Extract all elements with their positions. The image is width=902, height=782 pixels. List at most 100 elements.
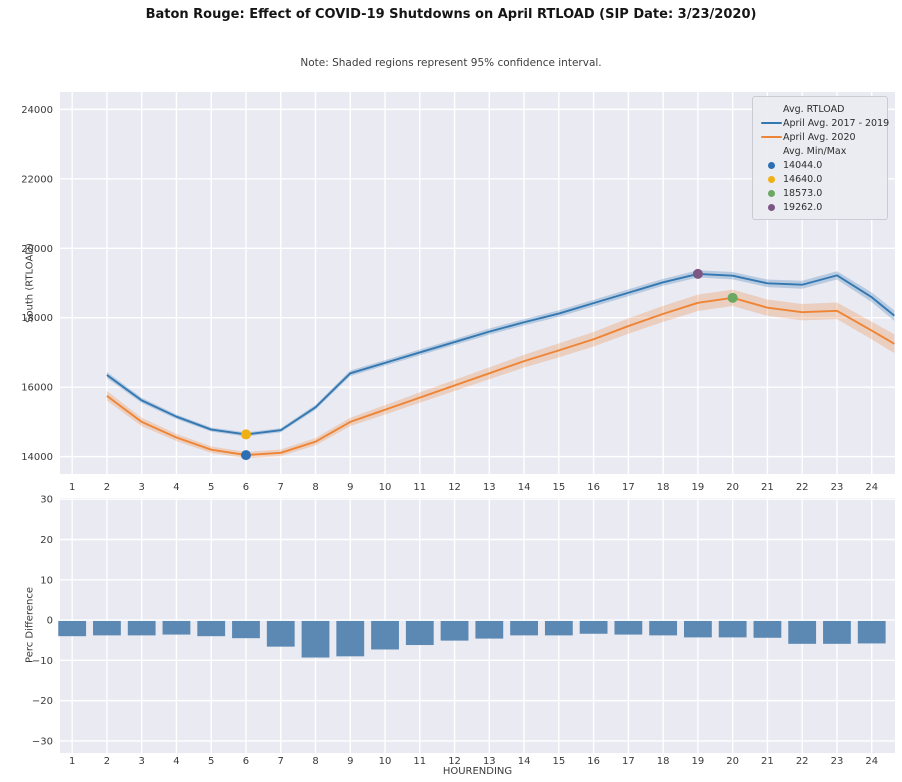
top-ytick-label: 14000 (21, 452, 53, 463)
bar-hour-24 (857, 620, 886, 644)
top-xtick-label: 5 (208, 482, 214, 493)
legend-dot-swatch (759, 175, 783, 183)
bottom-ytick-label: −30 (32, 736, 53, 747)
top-xtick-label: 16 (587, 482, 600, 493)
top-xtick-label: 10 (379, 482, 392, 493)
legend-item-april-avg-2017-2019: April Avg. 2017 - 2019 (759, 116, 889, 130)
legend: Avg. RTLOAD April Avg. 2017 - 2019 April A… (752, 96, 889, 220)
bar-hour-15 (544, 620, 573, 636)
bar-hour-2 (93, 620, 121, 636)
bar-hour-13 (475, 620, 504, 639)
legend-item-14044-0: 14044.0 (759, 158, 881, 172)
top-xtick-label: 4 (173, 482, 179, 493)
line-april-avg-2020 (106, 296, 895, 457)
bottom-xtick-label: 11 (413, 756, 426, 767)
top-xtick-label: 19 (692, 482, 705, 493)
bottom-xtick-label: 18 (657, 756, 670, 767)
bottom-xtick-label: 16 (587, 756, 600, 767)
legend-label: 14640.0 (783, 173, 823, 185)
bar-hour-11 (405, 620, 434, 646)
bottom-xtick-label: 14 (518, 756, 531, 767)
legend-label: April Avg. 2020 (783, 131, 856, 143)
bottom-xtick-label: 22 (796, 756, 809, 767)
bottom-xtick-label: 3 (139, 756, 145, 767)
legend-label: 19262.0 (783, 201, 823, 213)
bar-hour-23 (823, 620, 851, 644)
bar-hour-8 (301, 620, 330, 658)
legend-dot-swatch (759, 203, 783, 211)
bottom-xtick-label: 9 (347, 756, 353, 767)
figure-title: Baton Rouge: Effect of COVID-19 Shutdown… (145, 7, 757, 22)
bar-hour-17 (614, 620, 643, 635)
bar-hour-16 (579, 620, 608, 634)
legend-label: April Avg. 2017 - 2019 (783, 117, 890, 129)
bottom-xtick-label: 7 (278, 756, 284, 767)
marker-14640 (240, 429, 251, 440)
bottom-xtick-label: 12 (448, 756, 461, 767)
legend-line-swatch (759, 136, 783, 138)
bottom-xtick-label: 10 (379, 756, 392, 767)
top-xtick-label: 20 (726, 482, 739, 493)
legend-item-14640-0: 14640.0 (759, 172, 881, 186)
legend-item-18573-0: 18573.0 (759, 186, 881, 200)
bottom-xtick-label: 15 (552, 756, 565, 767)
bottom-xtick-label: 4 (173, 756, 179, 767)
top-xtick-label: 14 (518, 482, 531, 493)
bar-hour-20 (718, 620, 747, 638)
legend-label: 14044.0 (783, 159, 823, 171)
bar-hour-4 (162, 620, 191, 635)
bar-hour-19 (683, 620, 712, 638)
bar-hour-18 (649, 620, 678, 636)
bottom-ytick-label: 30 (40, 495, 53, 506)
bar-hour-9 (336, 620, 365, 657)
legend-item-19262-0: 19262.0 (759, 200, 881, 214)
bottom-y-axis-label: Perc Difference (24, 587, 36, 663)
top-xtick-label: 18 (657, 482, 670, 493)
bottom-xtick-label: 2 (104, 756, 110, 767)
bottom-ytick-label: −10 (32, 656, 53, 667)
top-xtick-label: 13 (483, 482, 496, 493)
legend-label: Avg. RTLOAD (783, 103, 845, 115)
bottom-xtick-label: 19 (692, 756, 705, 767)
bar-hour-14 (510, 620, 538, 636)
legend-dot-swatch (759, 161, 783, 169)
bar-hour-1 (58, 620, 87, 637)
marker-14044 (240, 450, 251, 461)
bar-hour-5 (197, 620, 226, 637)
top-xtick-label: 6 (243, 482, 249, 493)
bar-hour-12 (440, 620, 469, 641)
bottom-xtick-label: 6 (243, 756, 249, 767)
top-xtick-label: 22 (796, 482, 809, 493)
bar-hour-22 (788, 620, 817, 644)
bar-hour-10 (371, 620, 399, 650)
bottom-x-axis-label: HOURENDING (442, 766, 513, 777)
bottom-ytick-label: 10 (40, 575, 53, 586)
top-ytick-label: 16000 (21, 383, 53, 394)
top-ytick-label: 24000 (21, 105, 53, 116)
bar-hour-3 (127, 620, 156, 636)
bottom-xtick-label: 8 (312, 756, 318, 767)
legend-item-header: Avg. RTLOAD (759, 102, 881, 116)
legend-item-header: Avg. Min/Max (759, 144, 881, 158)
bottom-xtick-label: 24 (865, 756, 878, 767)
top-ytick-label: 18000 (21, 313, 53, 324)
bottom-xtick-label: 21 (761, 756, 774, 767)
line-april-avg-2017-2019 (106, 272, 895, 436)
bottom-xtick-label: 13 (483, 756, 496, 767)
top-xtick-label: 2 (104, 482, 110, 493)
marker-18573 (727, 292, 738, 303)
legend-label: Avg. Min/Max (783, 145, 847, 157)
legend-item-april-avg-2020: April Avg. 2020 (759, 130, 881, 144)
bottom-ytick-label: 20 (40, 535, 53, 546)
top-xtick-label: 17 (622, 482, 635, 493)
top-xtick-label: 23 (831, 482, 844, 493)
top-xtick-label: 15 (552, 482, 565, 493)
top-ytick-label: 20000 (21, 244, 53, 255)
bottom-ytick-label: −20 (32, 696, 53, 707)
top-xtick-label: 1 (69, 482, 75, 493)
bar-hour-7 (266, 620, 295, 647)
bar-hour-6 (232, 620, 260, 639)
bar-hour-21 (753, 620, 782, 638)
bottom-xtick-label: 1 (69, 756, 75, 767)
